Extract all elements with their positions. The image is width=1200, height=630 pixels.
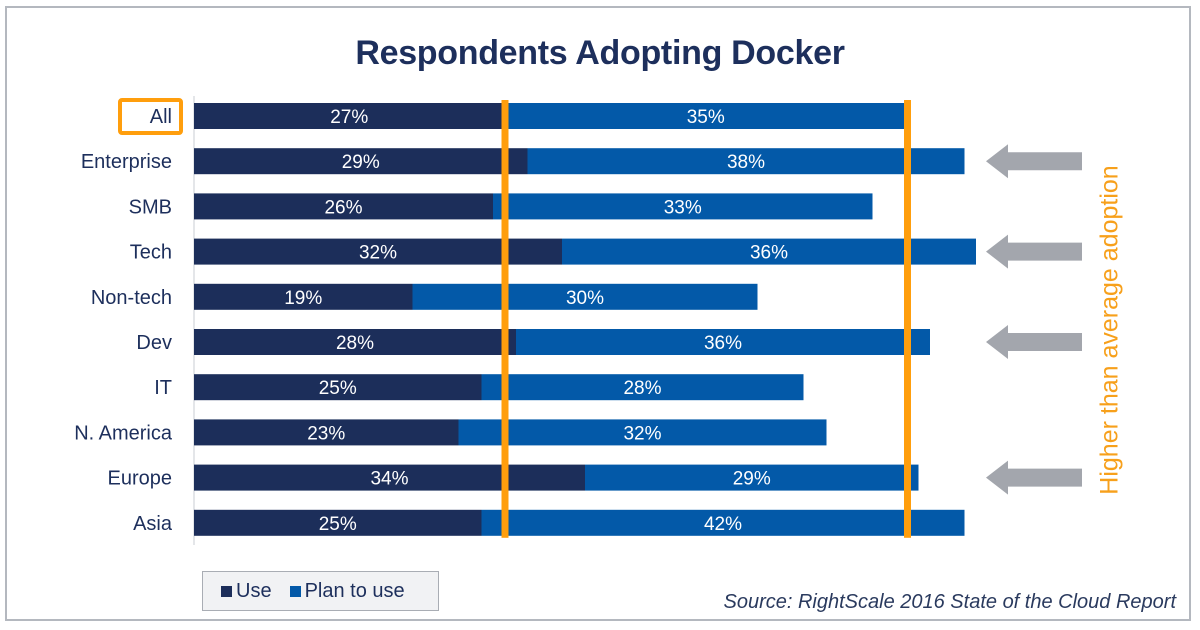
bar-plan — [504, 103, 907, 129]
category-label: Non-tech — [91, 287, 172, 309]
bar-use — [194, 509, 482, 536]
data-label-plan: 35% — [687, 107, 725, 128]
annotation-text: Higher than average adoption — [1095, 165, 1124, 495]
category-label: IT — [154, 377, 172, 399]
bar-use — [194, 148, 528, 175]
category-label: Enterprise — [81, 151, 172, 173]
category-label: SMB — [129, 196, 172, 218]
reference-line — [501, 100, 509, 538]
bar-plan — [412, 283, 758, 310]
data-label-use: 27% — [330, 107, 368, 128]
data-label-use: 34% — [370, 469, 408, 490]
bar-plan — [481, 374, 804, 401]
data-label-plan: 42% — [704, 514, 742, 535]
bar-plan — [481, 509, 965, 536]
bar-use — [194, 238, 562, 265]
left-arrow-icon — [986, 325, 1082, 359]
bar-use — [194, 103, 505, 129]
category-label: Asia — [133, 513, 173, 535]
data-label-plan: 32% — [623, 423, 661, 444]
data-label-plan: 38% — [727, 152, 765, 173]
data-label-plan: 28% — [623, 378, 661, 399]
data-label-plan: 36% — [750, 243, 788, 264]
bar-plan — [493, 193, 873, 220]
data-label-use: 26% — [324, 197, 362, 218]
bar-use — [194, 419, 459, 446]
data-label-use: 25% — [319, 514, 357, 535]
legend-label-plan: Plan to use — [304, 579, 405, 602]
data-label-plan: 30% — [566, 288, 604, 309]
legend-swatch-plan — [289, 585, 301, 597]
bar-use — [194, 193, 493, 220]
category-label: Europe — [108, 468, 173, 490]
left-arrow-icon — [986, 234, 1082, 269]
data-label-use: 19% — [284, 288, 322, 309]
legend-item-use: Use — [221, 580, 272, 603]
bar-use — [194, 374, 482, 401]
legend-item-plan: Plan to use — [289, 579, 405, 603]
bar-plan — [516, 329, 930, 355]
source-note: Source: RightScale 2016 State of the Clo… — [723, 591, 1177, 613]
category-label: N. America — [74, 422, 173, 444]
bar-use — [194, 464, 585, 491]
bar-use — [194, 283, 413, 310]
highlight-box — [118, 98, 183, 135]
bar-use — [194, 329, 516, 355]
legend: Use Plan to use — [202, 571, 439, 611]
legend-swatch-use — [221, 585, 232, 597]
data-label-use: 25% — [319, 378, 357, 399]
data-label-use: 23% — [307, 423, 345, 444]
category-label: Tech — [130, 242, 172, 264]
data-label-plan: 29% — [733, 469, 771, 490]
left-arrow-icon — [986, 144, 1082, 179]
legend-label-use: Use — [236, 579, 272, 602]
data-label-use: 29% — [342, 152, 380, 173]
bar-plan — [458, 419, 827, 446]
category-label: Dev — [136, 332, 172, 354]
bar-plan — [585, 464, 919, 491]
left-arrow-icon — [986, 460, 1082, 495]
data-label-plan: 33% — [664, 197, 702, 218]
category-label: All — [150, 106, 172, 128]
data-label-use: 28% — [336, 333, 374, 354]
chart-title: Respondents Adopting Docker — [355, 34, 845, 72]
data-label-plan: 36% — [704, 333, 742, 354]
data-label-use: 32% — [359, 243, 397, 264]
reference-line — [904, 100, 911, 538]
bar-plan — [527, 148, 965, 175]
